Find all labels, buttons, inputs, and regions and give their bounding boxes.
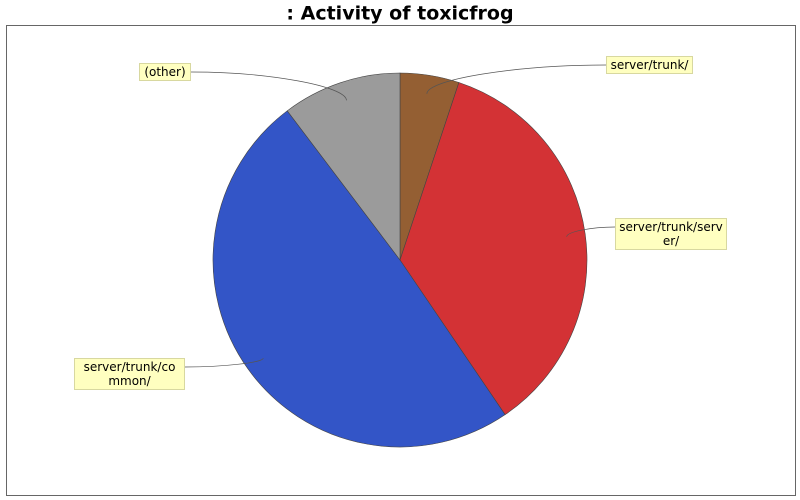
slice-label: server/trunk/ (606, 56, 693, 74)
leader-line (190, 71, 347, 101)
leader-line (184, 357, 264, 368)
pie-slice (212, 110, 506, 448)
slice-label: server/trunk/server/ (615, 218, 727, 250)
slice-label: (other) (139, 63, 191, 81)
chart-title: : Activity of toxicfrog (286, 3, 513, 25)
leader-line (566, 226, 616, 237)
pie-slice (286, 72, 401, 261)
slice-label: server/trunk/common/ (74, 358, 185, 390)
pie-slice (399, 82, 588, 416)
leader-line (426, 64, 607, 94)
